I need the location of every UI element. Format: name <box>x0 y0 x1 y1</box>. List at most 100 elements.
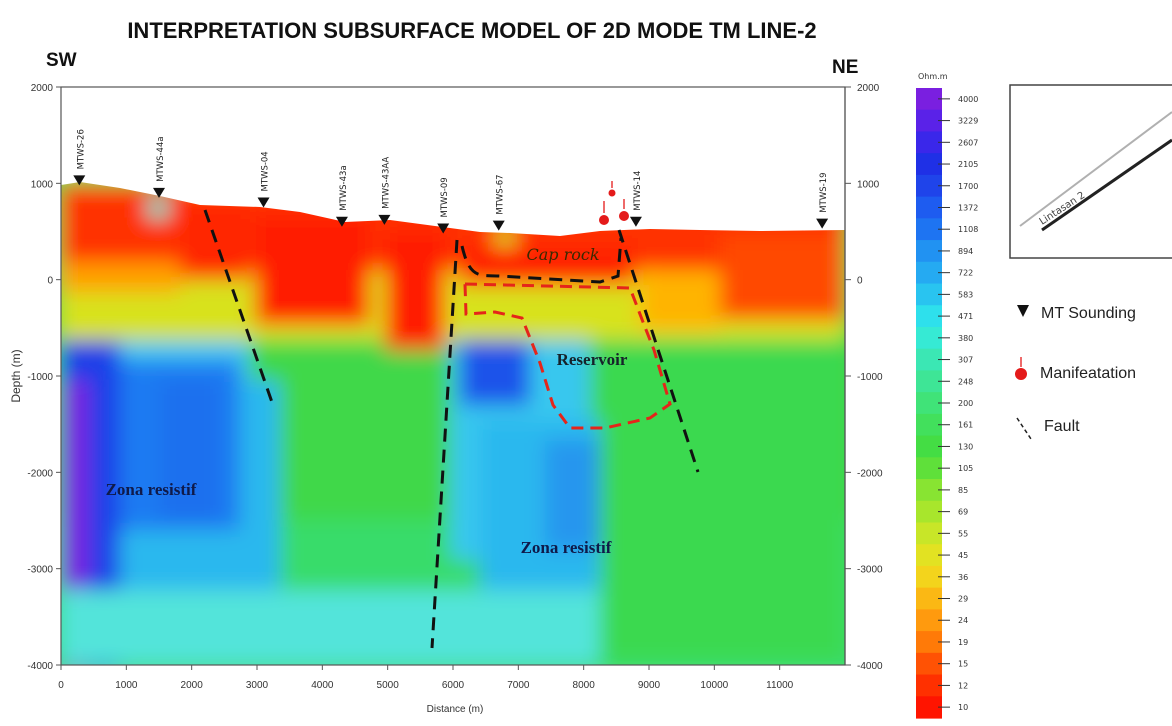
mt-stations: MTWS-26 MTWS-44a MTWS-04 MTWS-43a MTWS-43AA M… <box>73 129 829 234</box>
colorbar-label: 3229 <box>958 117 978 126</box>
colorbar-swatch <box>916 631 942 654</box>
y-ticks-left: 2000 1000 0 -1000 -2000 -3000 -4000 <box>27 83 61 672</box>
y-tick-label: -2000 <box>27 468 53 479</box>
colorbar-label: 1372 <box>958 203 978 212</box>
colorbar-label: 19 <box>958 638 968 647</box>
colorbar-swatch <box>916 522 942 545</box>
colorbar-label: 161 <box>958 421 973 430</box>
x-tick-label: 10000 <box>700 680 728 691</box>
station-marker <box>153 187 165 198</box>
y-tick-label: -3000 <box>27 565 53 576</box>
colorbar-label: 4000 <box>958 95 978 104</box>
colorbar-swatch <box>916 283 942 306</box>
x-tick-label: 2000 <box>181 680 204 691</box>
station-label: MTWS-67 <box>496 174 506 214</box>
fault-line-3 <box>617 229 700 473</box>
legend: MT Sounding Manifeatation Fault <box>1015 305 1136 440</box>
colorbar-label: 36 <box>958 573 968 582</box>
y-tick-label: -4000 <box>27 661 53 672</box>
mt-sounding-icon <box>1017 305 1029 317</box>
station-label: MTWS-44a <box>156 136 166 181</box>
colorbar-label: 307 <box>958 356 973 365</box>
station-marker <box>73 175 86 186</box>
colorbar: 4000 3229 2607 2105 1700 1372 1108 894 722 583 471… <box>916 88 978 719</box>
y-ticks-right: 2000 1000 0 -1000 -2000 -3000 -4000 <box>845 83 883 672</box>
colorbar-swatch <box>916 544 942 567</box>
fault-line-1 <box>203 209 276 409</box>
x-tick-label: 4000 <box>311 680 334 691</box>
colorbar-swatch <box>916 326 942 350</box>
colorbar-label: 15 <box>958 660 968 669</box>
y-tick-label: -1000 <box>27 372 53 383</box>
colorbar-label: 12 <box>958 681 968 690</box>
x-axis-label: Distance (m) <box>427 704 484 715</box>
fault-icon <box>1016 417 1032 440</box>
y-tick-label-right: 1000 <box>857 179 880 190</box>
colorbar-label: 105 <box>958 464 973 473</box>
colorbar-label: 471 <box>958 312 973 321</box>
x-tick-label: 11000 <box>766 680 794 691</box>
zona-resistif-center: Zona resistif <box>521 538 612 557</box>
station-label: MTWS-04 <box>261 151 271 191</box>
colorbar-swatch <box>916 609 942 632</box>
colorbar-label: 2105 <box>958 160 978 169</box>
manifestation-markers <box>599 181 629 225</box>
station-label: MTWS-14 <box>633 171 643 211</box>
station-label: MTWS-26 <box>76 129 86 169</box>
colorbar-swatch <box>916 370 942 393</box>
faults <box>203 209 700 649</box>
y-tick-label-right: -1000 <box>857 372 883 383</box>
manifestation-dot <box>608 189 616 197</box>
station-label: MTWS-43a <box>339 165 349 210</box>
colorbar-label: 1700 <box>958 182 978 191</box>
y-tick-label-right: -2000 <box>857 468 883 479</box>
colorbar-swatch <box>916 348 942 372</box>
direction-sw: SW <box>46 50 77 71</box>
x-tick-label: 6000 <box>442 680 465 691</box>
manifestation-dot <box>619 211 629 221</box>
colorbar-swatch <box>916 652 942 676</box>
station-marker <box>378 214 391 225</box>
colorbar-label: 69 <box>958 508 968 517</box>
colorbar-swatch <box>916 88 942 111</box>
manifestation-icon <box>1015 368 1027 380</box>
x-tick-label: 5000 <box>377 680 400 691</box>
y-tick-label: 0 <box>47 276 53 287</box>
colorbar-label: 248 <box>958 377 973 386</box>
station-marker <box>437 223 450 234</box>
colorbar-label: 29 <box>958 595 968 604</box>
colorbar-swatch <box>916 457 942 480</box>
direction-ne: NE <box>832 57 858 78</box>
y-tick-label-right: 0 <box>857 276 863 287</box>
colorbar-label: 85 <box>958 486 968 495</box>
colorbar-label: 1108 <box>958 225 978 234</box>
reservoir-label: Reservoir <box>557 350 628 369</box>
y-axis-label: Depth (m) <box>9 349 23 402</box>
colorbar-swatch <box>916 696 942 719</box>
reservoir-outline <box>463 282 672 430</box>
station-label: MTWS-43AA <box>381 157 391 209</box>
colorbar-swatch <box>916 196 942 219</box>
colorbar-label: 722 <box>958 269 973 278</box>
cap-rock-outline <box>460 237 623 284</box>
station-marker <box>257 197 270 208</box>
colorbar-swatch <box>916 500 942 524</box>
figure-title: INTERPRETATION SUBSURFACE MODEL OF 2D MO… <box>127 18 816 43</box>
station-marker <box>816 218 829 229</box>
cap-rock-label: Cap rock <box>526 245 599 264</box>
colorbar-label: 24 <box>958 616 968 625</box>
colorbar-label: 380 <box>958 334 973 343</box>
x-tick-label: 3000 <box>246 680 269 691</box>
legend-mt-label: MT Sounding <box>1041 305 1136 322</box>
inset-map: Lintasan 2 <box>1009 84 1172 259</box>
colorbar-swatch <box>916 153 942 176</box>
zona-resistif-left: Zona resistif <box>106 480 197 499</box>
station-marker <box>492 220 505 231</box>
colorbar-label: 2607 <box>958 138 978 147</box>
x-tick-label: 0 <box>58 680 64 691</box>
y-tick-label: 1000 <box>31 179 54 190</box>
colorbar-swatch <box>916 218 942 241</box>
x-tick-label: 1000 <box>115 680 138 691</box>
legend-manifestation-label: Manifeatation <box>1040 365 1136 382</box>
